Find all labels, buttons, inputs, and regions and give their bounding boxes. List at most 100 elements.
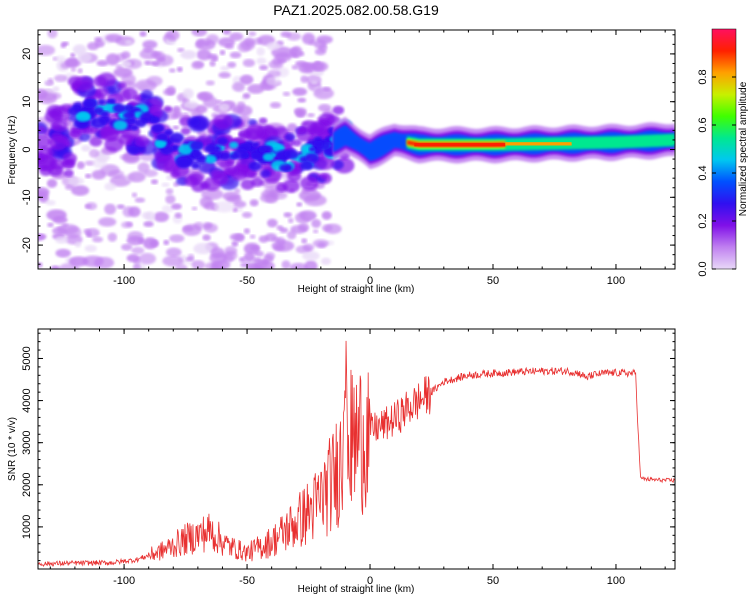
snr-x-label: Height of straight line (km) xyxy=(298,584,415,595)
spectrogram-noise-blob xyxy=(191,60,204,70)
spectrogram-noise-blob xyxy=(312,229,319,234)
figure-title: PAZ1.2025.082.00.58.G19 xyxy=(273,2,439,18)
spectrogram-noise-blob xyxy=(138,252,157,265)
snr-xtick-label: -100 xyxy=(113,575,135,587)
spectrogram-signal-blob xyxy=(246,170,256,178)
spectrogram-noise-blob xyxy=(314,39,327,50)
spectrogram-signal-blob xyxy=(89,136,103,147)
spectrogram-y-label: Frequency (Hz) xyxy=(7,116,18,185)
spectrogram-noise-blob xyxy=(98,217,117,227)
spectrogram-x-label: Height of straight line (km) xyxy=(298,284,415,295)
spectrogram-noise-blob xyxy=(289,262,308,269)
spectrogram-noise-blob xyxy=(246,263,263,269)
spectrogram-noise-blob xyxy=(168,68,176,73)
spectrogram-noise-blob xyxy=(171,114,178,120)
spectrogram-noise-blob xyxy=(67,177,85,186)
spectrogram-noise-blob xyxy=(96,60,109,67)
spectrogram-noise-blob xyxy=(219,102,230,112)
spectrogram-signal-blob xyxy=(38,133,51,150)
spectrogram-noise-blob xyxy=(88,148,100,158)
spectrogram-core-blob xyxy=(251,152,262,160)
spectrogram-xtick-label: 100 xyxy=(607,275,625,287)
spectrogram-signal-blob xyxy=(133,95,142,102)
spectrogram-signal-blob xyxy=(225,159,234,166)
spectrogram-noise-blob xyxy=(55,248,71,258)
snr-panel: -100 -50 0 50 100 1000 2000 3000 4000 5000 Heigh… xyxy=(7,328,676,595)
spectrogram-noise-blob xyxy=(266,218,278,228)
spectrogram-signal-blob xyxy=(163,105,172,113)
spectrogram-noise-blob xyxy=(142,237,158,250)
spectrogram-noise-blob xyxy=(259,65,269,71)
spectrogram-noise-blob xyxy=(132,264,141,269)
spectrogram-noise-blob xyxy=(196,49,212,61)
spectrogram-noise-blob xyxy=(320,257,332,265)
spectrogram-noise-blob xyxy=(142,40,158,49)
spectrogram-noise-blob xyxy=(104,182,117,191)
spectrogram-noise-blob xyxy=(266,76,281,86)
spectrogram-noise-blob xyxy=(58,262,80,269)
spectrogram-signal-blob xyxy=(78,132,91,142)
spectrogram-core-blob xyxy=(155,140,166,148)
spectrogram-noise-blob xyxy=(282,91,291,97)
spectrogram-noise-blob xyxy=(283,212,292,218)
spectrogram-core-blob xyxy=(90,117,107,129)
spectrogram-noise-blob xyxy=(193,221,204,231)
spectrogram-core-blob xyxy=(204,144,217,153)
spectrogram-noise-blob xyxy=(133,258,141,266)
snr-ytick-label: 4000 xyxy=(21,388,33,412)
spectrogram-noise-blob xyxy=(84,160,95,166)
spectrogram-xtick-label: 0 xyxy=(367,275,373,287)
spectrogram-noise-blob xyxy=(134,197,146,203)
spectrogram-noise-blob xyxy=(210,262,225,269)
spectrogram-noise-blob xyxy=(248,31,257,37)
spectrogram-core-blob xyxy=(258,146,267,153)
spectrogram-noise-blob xyxy=(213,201,235,213)
spectrogram-noise-blob xyxy=(116,204,125,210)
spectrogram-noise-blob xyxy=(38,233,45,241)
spectrogram-noise-blob xyxy=(249,199,259,207)
spectrogram-x-ticks: -100 -50 0 50 100 xyxy=(49,30,666,287)
spectrogram-noise-blob xyxy=(175,263,188,269)
spectrogram-noise-blob xyxy=(253,257,262,264)
spectrogram-signal-blob xyxy=(240,179,255,190)
spectrogram-noise-blob xyxy=(139,152,156,162)
spectrogram-noise-blob xyxy=(92,236,104,243)
spectrogram-core-blob xyxy=(123,111,135,120)
spectrogram-noise-blob xyxy=(183,100,199,109)
spectrogram-noise-blob xyxy=(263,254,274,264)
spectrogram-core-blob xyxy=(169,132,185,144)
spectrogram-signal-blob xyxy=(38,126,46,134)
spectrogram-noise-blob xyxy=(202,234,211,241)
spectrogram-noise-blob xyxy=(203,223,218,233)
spectrogram-noise-blob xyxy=(162,255,184,267)
spectrogram-noise-blob xyxy=(122,153,141,164)
spectrogram-noise-blob xyxy=(312,239,329,248)
spectrogram-signal-blob xyxy=(99,125,120,141)
spectrogram-noise-blob xyxy=(122,206,134,218)
spectrogram-peak-segment xyxy=(571,140,675,144)
colorbar-tick-label: 0.8 xyxy=(697,69,709,84)
spectrogram-noise-blob xyxy=(87,41,100,51)
spectrogram-noise-blob xyxy=(121,221,133,229)
spectrogram-ytick-label: -10 xyxy=(21,189,33,205)
spectrogram-noise-blob xyxy=(86,232,92,238)
spectrogram-signal-blob xyxy=(51,119,68,133)
spectrogram-noise-blob xyxy=(55,236,69,244)
spectrogram-noise-blob xyxy=(163,88,175,96)
spectrogram-noise-blob xyxy=(46,178,58,188)
spectrogram-core-blob xyxy=(262,153,275,162)
spectrogram-noise-blob xyxy=(241,211,253,219)
spectrogram-signal-blob xyxy=(332,105,345,115)
spectrogram-core-blob xyxy=(151,123,165,134)
spectrogram-noise-blob xyxy=(295,60,307,67)
spectrogram-noise-blob xyxy=(310,80,319,85)
spectrogram-noise-blob xyxy=(273,244,285,251)
spectrogram-noise-blob xyxy=(105,53,120,66)
spectrogram-core-blob xyxy=(229,141,239,149)
spectrogram-noise-blob xyxy=(70,52,76,58)
spectrogram-noise-blob xyxy=(204,201,216,211)
spectrogram-noise-blob xyxy=(76,161,85,170)
spectrogram-core-blob xyxy=(113,120,128,131)
